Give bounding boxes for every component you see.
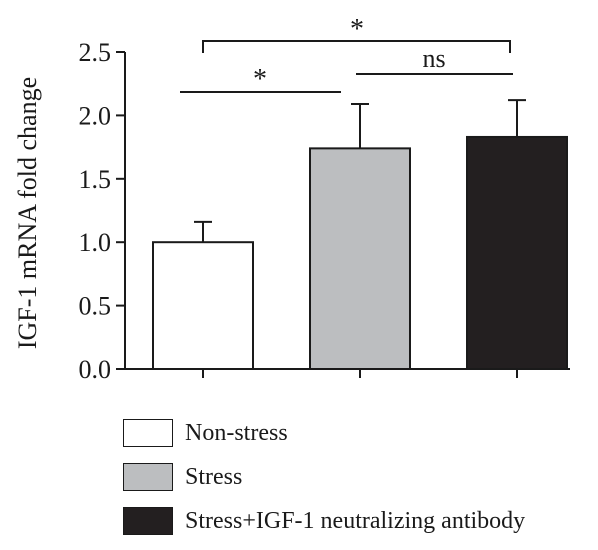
significance-label: *: [253, 64, 267, 95]
bar-chart: IGF-1 mRNA fold change 0.0 0.5 1.0 1.5 2.0 2.…: [13, 14, 570, 384]
legend-label: Stress: [185, 463, 243, 490]
legend-swatch-stress-antibody: [123, 507, 173, 535]
y-tick-label: 1.5: [79, 165, 112, 194]
legend: Non-stress Stress Stress+IGF-1 neutraliz…: [123, 418, 525, 550]
bar: [309, 147, 411, 370]
significance-brackets: * ns *: [180, 14, 513, 95]
legend-label: Stress+IGF-1 neutralizing antibody: [185, 507, 526, 534]
bar: [466, 135, 568, 370]
axes: 0.0 0.5 1.0 1.5 2.0 2.5: [79, 38, 570, 384]
y-axis-label: IGF-1 mRNA fold change: [13, 77, 42, 349]
bar: [152, 241, 254, 370]
legend-item-stress-antibody: Stress+IGF-1 neutralizing antibody: [123, 506, 525, 536]
legend-swatch-non-stress: [123, 419, 173, 447]
y-tick-label: 2.0: [79, 101, 112, 130]
legend-label: Non-stress: [185, 419, 288, 446]
legend-item-stress: Stress: [123, 462, 525, 492]
y-tick-label: 2.5: [79, 38, 112, 67]
significance-label: ns: [422, 44, 445, 73]
significance-bracket: [202, 40, 511, 53]
y-tick-label: 0.5: [79, 292, 112, 321]
y-tick-label: 0.0: [79, 355, 112, 384]
error-bars: [194, 99, 526, 243]
bars: [152, 135, 568, 370]
significance-label: *: [350, 14, 364, 45]
legend-item-non-stress: Non-stress: [123, 418, 525, 448]
y-tick-label: 1.0: [79, 228, 112, 257]
legend-swatch-stress: [123, 463, 173, 491]
